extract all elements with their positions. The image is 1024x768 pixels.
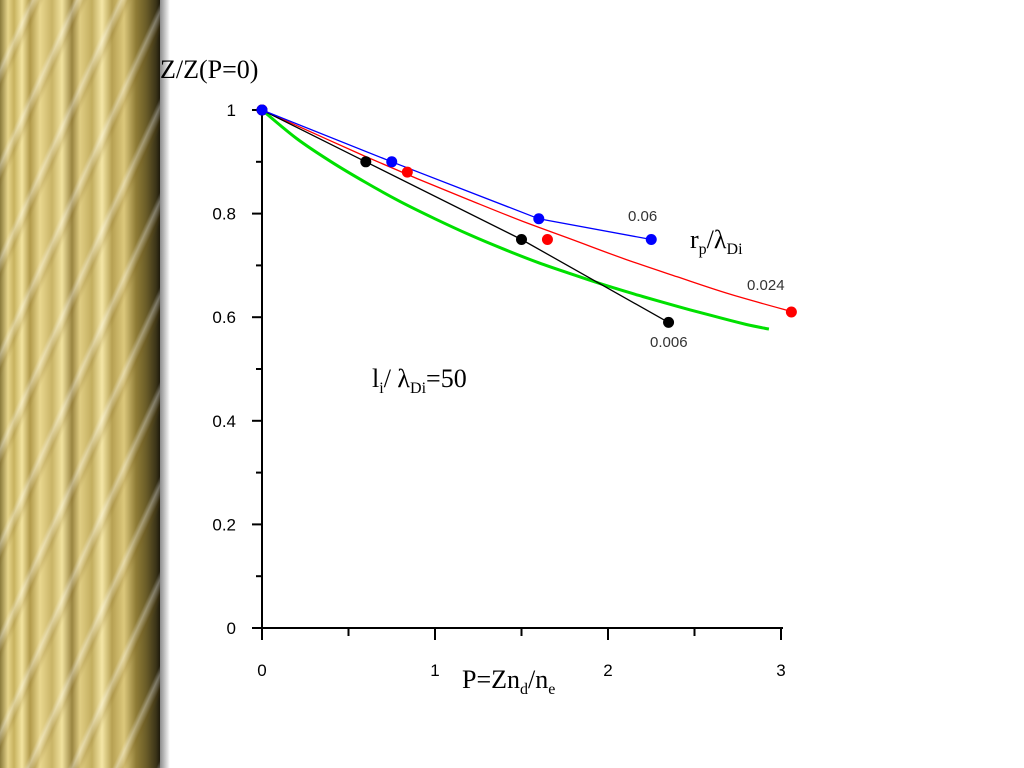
series-point-0.06 xyxy=(645,234,657,245)
border-shadow xyxy=(160,0,170,768)
y-tick-label: 0.6 xyxy=(212,308,236,327)
series-line-0.024 xyxy=(261,109,792,313)
annotation: li/ λDi=50 xyxy=(372,364,467,397)
series-line-0.06 xyxy=(261,109,652,241)
legend-title-sub2: Di xyxy=(727,241,744,258)
legend-title-sub: p xyxy=(699,241,707,258)
y-axis-label: Z/Z(P=0) xyxy=(160,55,258,84)
series-line-0.006 xyxy=(261,109,669,323)
annotation-mid: / λ xyxy=(384,364,411,393)
y-tick-label: 1 xyxy=(227,101,236,120)
series-line-unlabeled xyxy=(261,108,770,331)
x-axis-label: P=Znd/ne xyxy=(462,665,555,698)
annotation-sub2: Di xyxy=(410,380,427,397)
series-point-0.006 xyxy=(516,234,527,245)
legend-title-main: r xyxy=(690,225,699,254)
annotation-end: =50 xyxy=(426,364,467,393)
series-point-0.024 xyxy=(785,306,797,318)
series-point-0.06 xyxy=(386,156,398,168)
annotation-sub1: i xyxy=(379,380,384,397)
y-tick-label: 0 xyxy=(227,619,236,638)
series-point-0.006 xyxy=(360,156,372,168)
x-tick-label: 0 xyxy=(257,661,266,680)
x-tick-label: 2 xyxy=(603,661,612,680)
series-label-0.006: 0.006 xyxy=(650,334,688,351)
legend-title: rp/λDi xyxy=(690,225,743,258)
annotation-main: l xyxy=(372,364,379,393)
x-tick-label: 1 xyxy=(430,661,439,680)
axes: 0 0.2 0.4 0.6 0.8 1 0 1 2 3 xyxy=(212,101,785,680)
y-tick-label: 0.2 xyxy=(212,515,236,534)
decorative-border xyxy=(0,0,160,768)
series-point-0.06 xyxy=(256,104,268,116)
y-tick-label: 0.8 xyxy=(212,205,236,224)
series-label-0.024: 0.024 xyxy=(747,277,785,294)
x-axis-label-mid: /n xyxy=(528,665,548,694)
series-label-0.06: 0.06 xyxy=(628,208,657,225)
x-tick-label: 3 xyxy=(776,661,785,680)
series-point-0.024 xyxy=(401,166,413,178)
y-tick-label: 0.4 xyxy=(212,412,236,431)
x-axis-label-sub2: e xyxy=(548,681,555,698)
series-layer xyxy=(256,104,797,331)
series-point-0.024 xyxy=(541,234,553,245)
legend-title-mid: /λ xyxy=(707,225,727,254)
x-axis-label-main: P=Zn xyxy=(462,665,520,694)
x-axis-label-sub1: d xyxy=(520,681,528,698)
series-point-0.06 xyxy=(533,213,545,225)
series-point-0.006 xyxy=(663,316,675,328)
